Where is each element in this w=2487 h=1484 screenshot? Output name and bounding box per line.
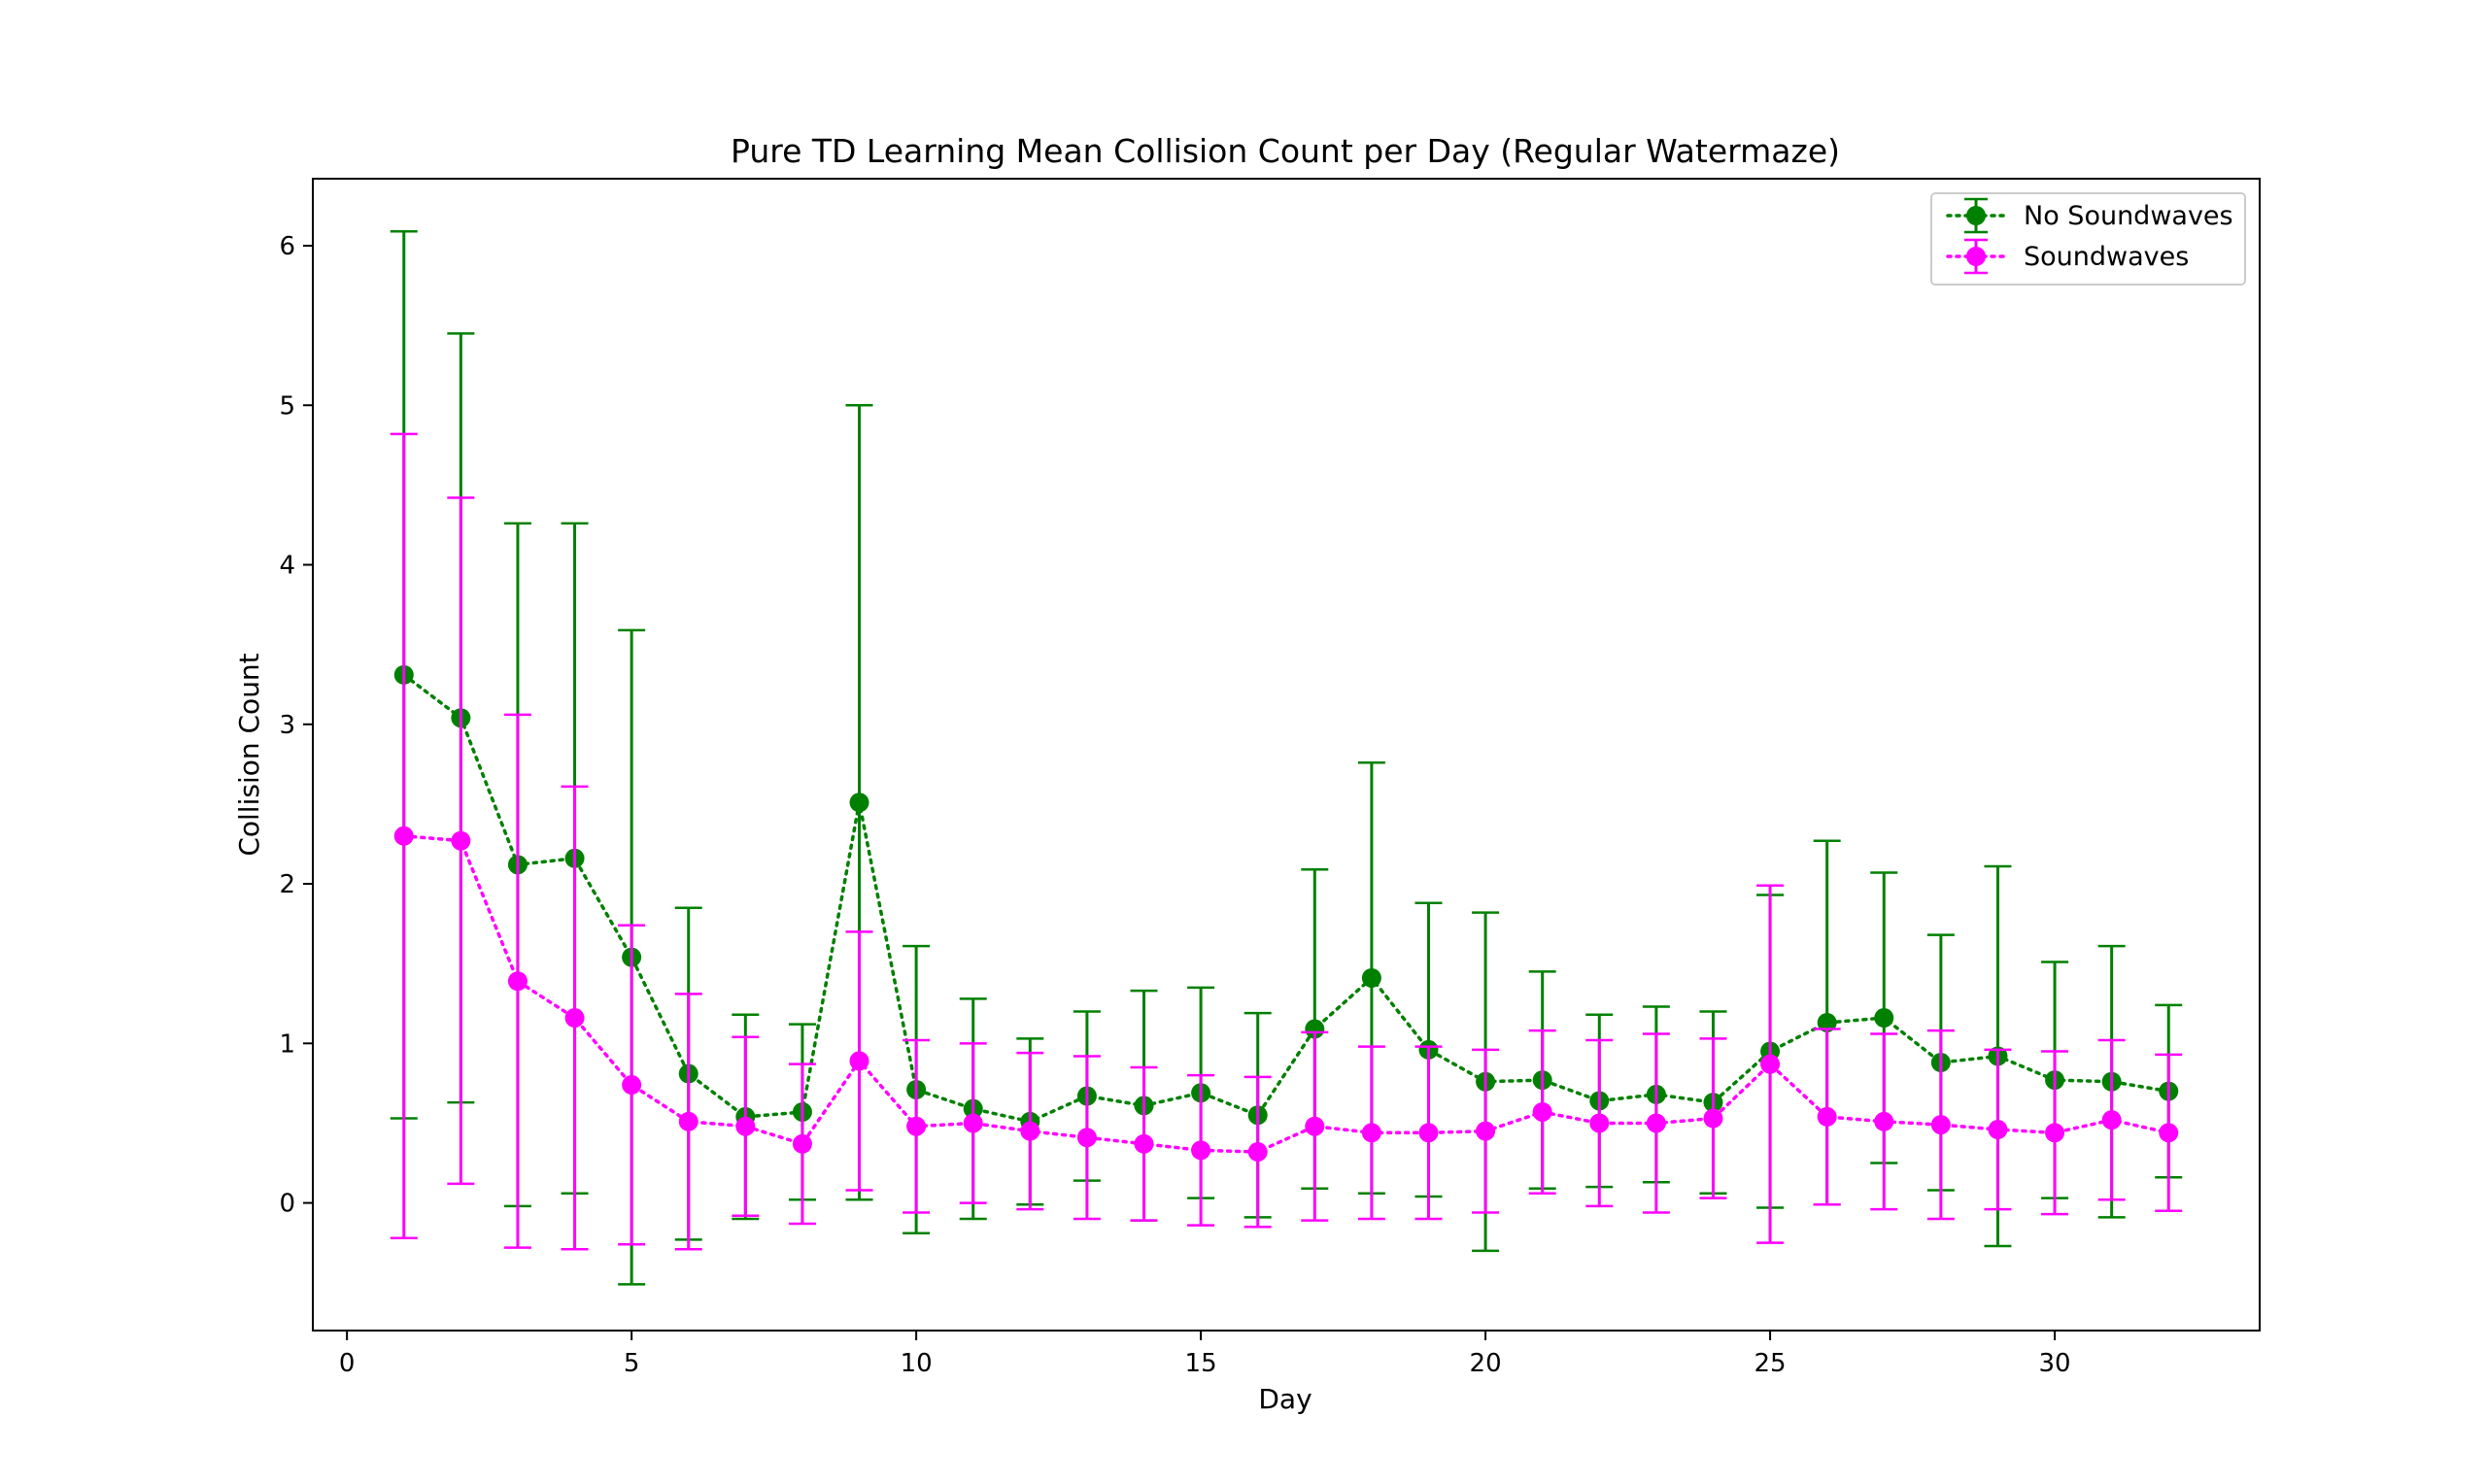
legend-label: No Soundwaves <box>2024 201 2233 231</box>
series-line <box>402 673 2170 1124</box>
data-point <box>1020 1121 1040 1141</box>
data-point <box>622 1075 642 1096</box>
x-tick-label: 0 <box>339 1349 356 1378</box>
y-tick-label: 5 <box>279 391 295 421</box>
chart-title: Pure TD Learning Mean Collision Count pe… <box>731 132 1840 170</box>
legend-frame <box>1930 192 2246 286</box>
series-line <box>402 834 2170 1154</box>
legend-entry: Soundwaves <box>1946 238 2189 275</box>
y-tick-label: 6 <box>279 232 295 261</box>
data-point <box>1817 1106 1837 1127</box>
data-point <box>1874 1008 1894 1029</box>
data-point <box>1988 1120 2008 1140</box>
y-tick-label: 2 <box>279 870 295 899</box>
data-point <box>1418 1123 1439 1143</box>
x-tick-label: 30 <box>2039 1349 2071 1378</box>
data-point <box>1760 1054 1781 1074</box>
data-point <box>1703 1108 1723 1129</box>
data-point <box>735 1116 756 1136</box>
data-point <box>963 1113 983 1133</box>
data-point <box>1076 1128 1097 1148</box>
x-axis-label: Day <box>1258 1383 1312 1415</box>
data-point <box>1930 1115 1951 1135</box>
legend-entry: No Soundwaves <box>1946 197 2233 234</box>
data-point <box>906 1116 927 1136</box>
data-point <box>2159 1123 2179 1143</box>
legend: No Soundwaves Soundwaves <box>1930 192 2246 286</box>
y-tick-label: 3 <box>279 711 295 740</box>
series-no-soundwaves <box>390 229 2183 1286</box>
data-point <box>2101 1110 2122 1130</box>
data-point <box>849 1051 869 1071</box>
y-axis-label: Collision Count <box>233 653 265 856</box>
data-point <box>1589 1113 1610 1133</box>
data-point <box>849 793 869 813</box>
data-point <box>1305 1019 1325 1039</box>
data-point <box>1874 1111 1894 1131</box>
data-point <box>1817 1012 1837 1032</box>
x-axis: 0 5 10 15 20 25 30 <box>339 1331 2071 1378</box>
data-point <box>1532 1101 1552 1122</box>
data-point <box>1361 967 1381 988</box>
data-point <box>507 971 528 992</box>
legend-label: Soundwaves <box>2024 242 2189 272</box>
data-point <box>451 830 471 851</box>
y-tick-label: 0 <box>279 1190 295 1219</box>
x-tick-label: 15 <box>1185 1349 1217 1378</box>
x-tick-label: 25 <box>1755 1349 1787 1378</box>
data-point <box>1191 1140 1211 1161</box>
x-tick-label: 20 <box>1470 1349 1502 1378</box>
data-point <box>1646 1113 1666 1133</box>
data-point <box>564 1008 585 1029</box>
data-point <box>1247 1142 1268 1163</box>
data-point <box>2045 1123 2065 1143</box>
y-tick-label: 4 <box>279 552 295 581</box>
y-axis: 0 1 2 3 4 5 6 <box>279 232 313 1219</box>
x-tick-label: 10 <box>901 1349 933 1378</box>
data-point <box>1134 1133 1154 1154</box>
y-tick-label: 1 <box>279 1029 295 1059</box>
legend-marker <box>1966 206 1986 225</box>
data-point <box>678 1111 698 1131</box>
data-point <box>1476 1121 1496 1141</box>
data-point <box>792 1133 812 1154</box>
data-point <box>1305 1116 1325 1136</box>
data-point <box>1361 1123 1381 1143</box>
data-point <box>393 826 414 846</box>
x-tick-label: 5 <box>624 1349 640 1378</box>
legend-marker <box>1966 247 1986 266</box>
plot-area <box>390 229 2183 1286</box>
plot-frame <box>312 178 2261 1332</box>
series-soundwaves <box>390 432 2183 1251</box>
